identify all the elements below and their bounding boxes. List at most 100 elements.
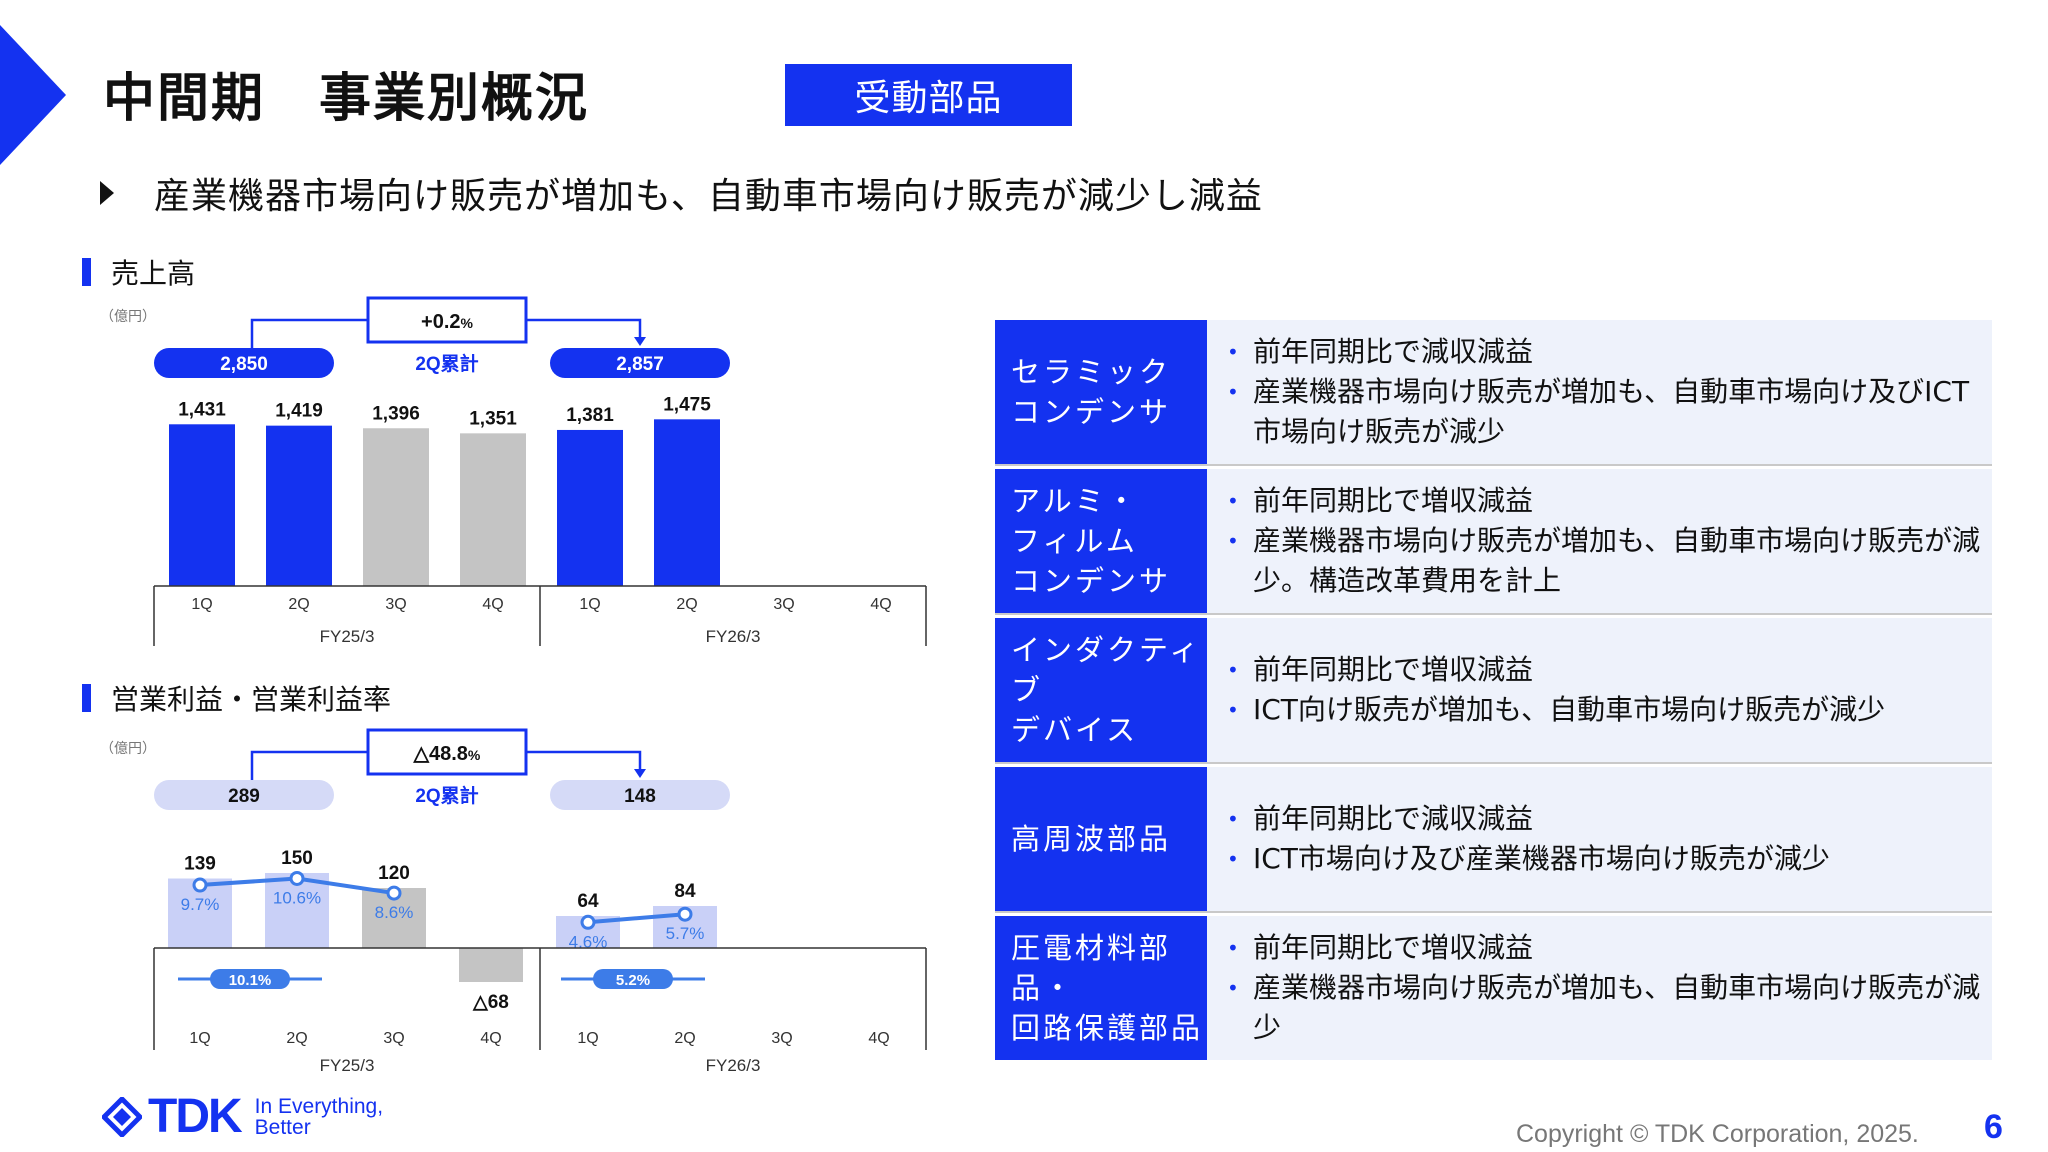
profit-value-label: 64 — [577, 891, 599, 912]
arrow-down-icon — [634, 769, 646, 778]
sales-section-label: 売上高 — [111, 257, 196, 290]
cumulative-caption: 2Q累計 — [415, 352, 478, 375]
x-tick-label: 2Q — [288, 596, 309, 613]
tdk-emblem-icon — [102, 1097, 142, 1137]
margin-value-label: 10.6% — [273, 888, 321, 907]
profit-value-label: △68 — [472, 992, 509, 1013]
segment-name: インダクティブ デバイス — [1011, 633, 1202, 747]
sales-section-title: 売上高 — [82, 254, 195, 290]
segment-name-cell: セラミック コンデンサ — [995, 320, 1207, 464]
yoy-change-value: +0.2% — [421, 311, 473, 333]
copyright-text: Copyright © TDK Corporation, 2025. — [1516, 1120, 1919, 1148]
bullet-dot-icon: • — [1227, 976, 1239, 1000]
x-tick-label: 3Q — [773, 596, 794, 613]
arrow-down-icon — [634, 337, 646, 346]
margin-value-label: 5.7% — [666, 924, 705, 943]
corner-chevron-shape — [0, 25, 66, 165]
segment-description-cell: • 前年同期比で増収減益 • 産業機器市場向け販売が増加も、自動車市場向け販売が減少。… — [1207, 469, 1992, 613]
x-tick-label: 1Q — [579, 596, 600, 613]
profit-chart: （億円） △48.8% 2Q累計 289 148 139 150 120 △68 64 84 9.7%… — [100, 728, 927, 1075]
x-tick-label: 4Q — [868, 1030, 889, 1047]
segment-bullet: • 前年同期比で増収減益 — [1227, 928, 1982, 968]
yoy-change-unit: % — [461, 315, 474, 331]
x-tick-label: 4Q — [480, 1030, 501, 1047]
bullet-dot-icon: • — [1227, 658, 1239, 682]
segment-bullet: • 産業機器市場向け販売が増加も、自動車市場向け販売が減少 — [1227, 968, 1982, 1048]
segment-row: セラミック コンデンサ • 前年同期比で減収減益 • 産業機器市場向け販売が増加も、自動… — [995, 320, 1992, 466]
cumulative-total-fy25: 2,850 — [220, 354, 268, 375]
cumulative-total-fy26: 2,857 — [616, 354, 664, 375]
cumulative-pill — [154, 348, 334, 378]
profit-section-title: 営業利益・営業利益率 — [82, 680, 391, 716]
segment-name-cell: アルミ・ フィルム コンデンサ — [995, 469, 1207, 613]
segment-bullet-text: 前年同期比で増収減益 — [1253, 931, 1534, 964]
cumulative-pill — [550, 348, 730, 378]
unit-label: （億円） — [100, 308, 156, 324]
margin-value-label: 4.6% — [569, 932, 608, 951]
page-title: 中間期 事業別概況 — [103, 69, 590, 129]
sales-chart: （億円） +0.2% 2Q累計 2,850 2,857 1,431 1,419 1,396 1,… — [100, 296, 927, 646]
segment-bullet-text: 前年同期比で増収減益 — [1253, 484, 1534, 517]
segment-bullet: • ICT市場向け及び産業機器市場向け販売が減少 — [1227, 839, 1982, 879]
margin-point — [580, 914, 596, 930]
segment-description-table: セラミック コンデンサ • 前年同期比で減収減益 • 産業機器市場向け販売が増加も、自動… — [995, 320, 1992, 1063]
segment-bullet: • 産業機器市場向け販売が増加も、自動車市場向け販売が減少。構造改革費用を計上 — [1227, 521, 1982, 601]
x-group-label: FY25/3 — [320, 1056, 375, 1075]
segment-name: アルミ・ フィルム コンデンサ — [1011, 484, 1172, 598]
segment-bullet-text: 前年同期比で減収減益 — [1253, 802, 1534, 835]
x-tick-label: 3Q — [771, 1030, 792, 1047]
x-tick-label: 2Q — [674, 1030, 695, 1047]
sales-value-label: 1,381 — [566, 405, 614, 426]
segment-bullet-text: 前年同期比で減収減益 — [1253, 335, 1534, 368]
segment-row: アルミ・ フィルム コンデンサ • 前年同期比で増収減益 • 産業機器市場向け販売が増加… — [995, 469, 1992, 615]
segment-bullet-text: ICT市場向け及び産業機器市場向け販売が減少 — [1253, 842, 1830, 875]
x-tick-label: 4Q — [870, 596, 891, 613]
cumulative-connector-line — [526, 318, 642, 338]
avg-margin-pill — [210, 969, 290, 989]
yoy-change-number: +0.2 — [421, 311, 460, 333]
sales-bar — [266, 425, 332, 586]
segment-bullet-text: 産業機器市場向け販売が増加も、自動車市場向け及びICT市場向け販売が減少 — [1253, 375, 1970, 448]
x-tick-label: 1Q — [191, 596, 212, 613]
headline-text: 産業機器市場向け販売が増加も、自動車市場向け販売が減少し減益 — [154, 176, 1263, 217]
segment-badge: 受動部品 — [785, 64, 1072, 126]
segment-name-cell: 圧電材料部品・ 回路保護部品 — [995, 916, 1207, 1060]
segment-bullet: • 前年同期比で増収減益 — [1227, 650, 1982, 690]
segment-bullet: • 産業機器市場向け販売が増加も、自動車市場向け及びICT市場向け販売が減少 — [1227, 372, 1982, 452]
segment-bullet: • 前年同期比で減収減益 — [1227, 332, 1982, 372]
margin-point — [289, 870, 305, 886]
profit-value-label: 84 — [674, 881, 696, 902]
bullet-dot-icon: • — [1227, 340, 1239, 364]
x-group-label: FY26/3 — [706, 1056, 761, 1075]
yoy-change-number: △48.8 — [413, 743, 468, 765]
sales-bar — [169, 424, 235, 586]
sales-bar — [363, 428, 429, 586]
sales-value-label: 1,396 — [372, 403, 420, 424]
profit-value-label: 120 — [378, 863, 410, 884]
bullet-dot-icon: • — [1227, 847, 1239, 871]
x-tick-label: 3Q — [385, 596, 406, 613]
segment-bullet: • ICT向け販売が増加も、自動車市場向け販売が減少 — [1227, 690, 1982, 730]
margin-line — [587, 912, 686, 925]
segment-description-cell: • 前年同期比で増収減益 • 産業機器市場向け販売が増加も、自動車市場向け販売が減少 — [1207, 916, 1992, 1060]
sales-value-label: 1,419 — [275, 401, 323, 422]
tdk-wordmark: TDK — [148, 1090, 243, 1143]
segment-bullet-text: 前年同期比で増収減益 — [1253, 653, 1534, 686]
cumulative-pill — [550, 780, 730, 810]
bullet-dot-icon: • — [1227, 380, 1239, 404]
profit-value-label: 139 — [184, 854, 216, 875]
margin-point — [386, 885, 402, 901]
avg-margin-label: 10.1% — [229, 972, 272, 989]
yoy-change-box — [366, 296, 528, 344]
x-tick-label: 2Q — [676, 596, 697, 613]
sales-value-label: 1,351 — [469, 408, 517, 429]
x-tick-label: 4Q — [482, 596, 503, 613]
avg-margin-pill — [593, 969, 673, 989]
bullet-dot-icon: • — [1227, 807, 1239, 831]
x-tick-label: 1Q — [189, 1030, 210, 1047]
bullet-dot-icon: • — [1227, 529, 1239, 553]
segment-description-cell: • 前年同期比で増収減益 • ICT向け販売が増加も、自動車市場向け販売が減少 — [1207, 618, 1992, 762]
x-group-label: FY26/3 — [706, 627, 761, 646]
segment-name-cell: インダクティブ デバイス — [995, 618, 1207, 762]
tdk-logo: TDK In Everything, Better — [102, 1093, 383, 1141]
